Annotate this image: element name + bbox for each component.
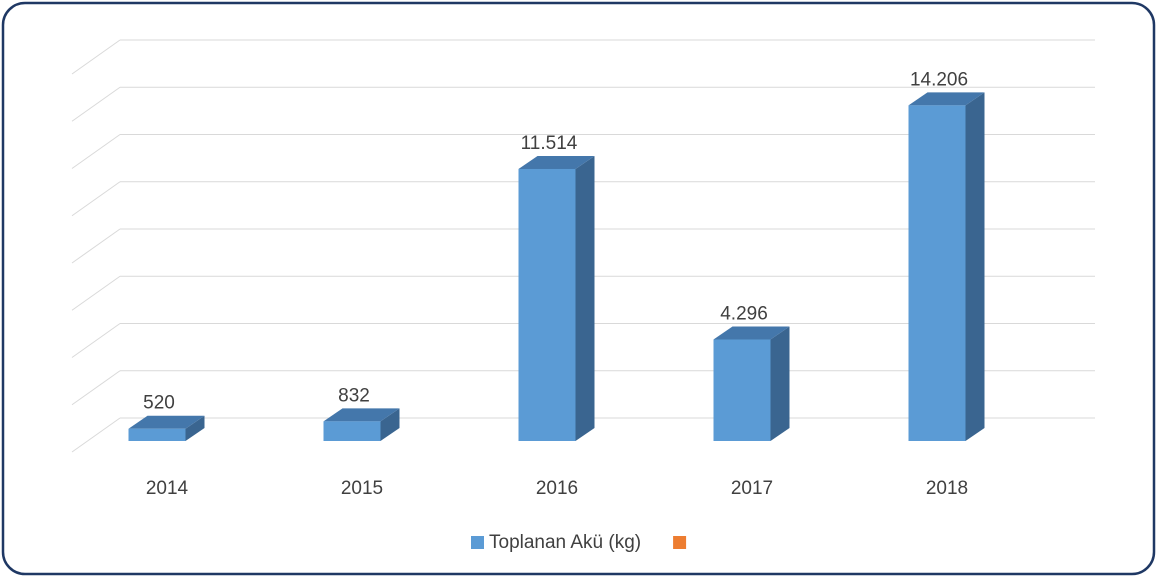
bar [713,339,771,441]
bar-top [908,92,985,106]
x-tick-label: 2018 [926,478,968,499]
side-grid-line [71,417,121,453]
bar [908,105,966,442]
value-label: 520 [143,393,175,414]
legend-swatch [471,536,484,549]
bar-top [518,155,595,169]
side-grid-line [71,86,121,122]
value-label: 14.206 [910,69,968,90]
bar-side [575,155,595,441]
bar [518,168,576,441]
bar [323,421,381,441]
x-tick-label: 2015 [341,478,383,499]
side-grid-line [71,134,121,169]
legend-label: Toplanan Akü (kg) [489,532,641,553]
side-grid-line [71,370,121,406]
bar-top [128,415,205,429]
side-grid-line [71,181,121,217]
side-grid-line [71,39,121,75]
x-tick-label: 2017 [731,478,773,499]
bar-top [323,408,400,422]
bar-side [770,326,790,441]
legend-swatch [673,536,687,549]
bar-top [713,326,790,340]
value-label: 4.296 [720,304,768,325]
x-tick-label: 2014 [146,478,189,499]
side-grid-line [71,323,121,358]
value-label: 11.514 [521,133,578,154]
side-grid-line [71,275,121,311]
x-tick-label: 2016 [536,478,578,499]
bar [128,428,186,441]
bar-side [185,415,205,441]
side-grid-line [71,228,121,264]
bar-side [965,92,985,442]
bar-side [380,408,400,441]
value-label: 832 [338,385,370,406]
